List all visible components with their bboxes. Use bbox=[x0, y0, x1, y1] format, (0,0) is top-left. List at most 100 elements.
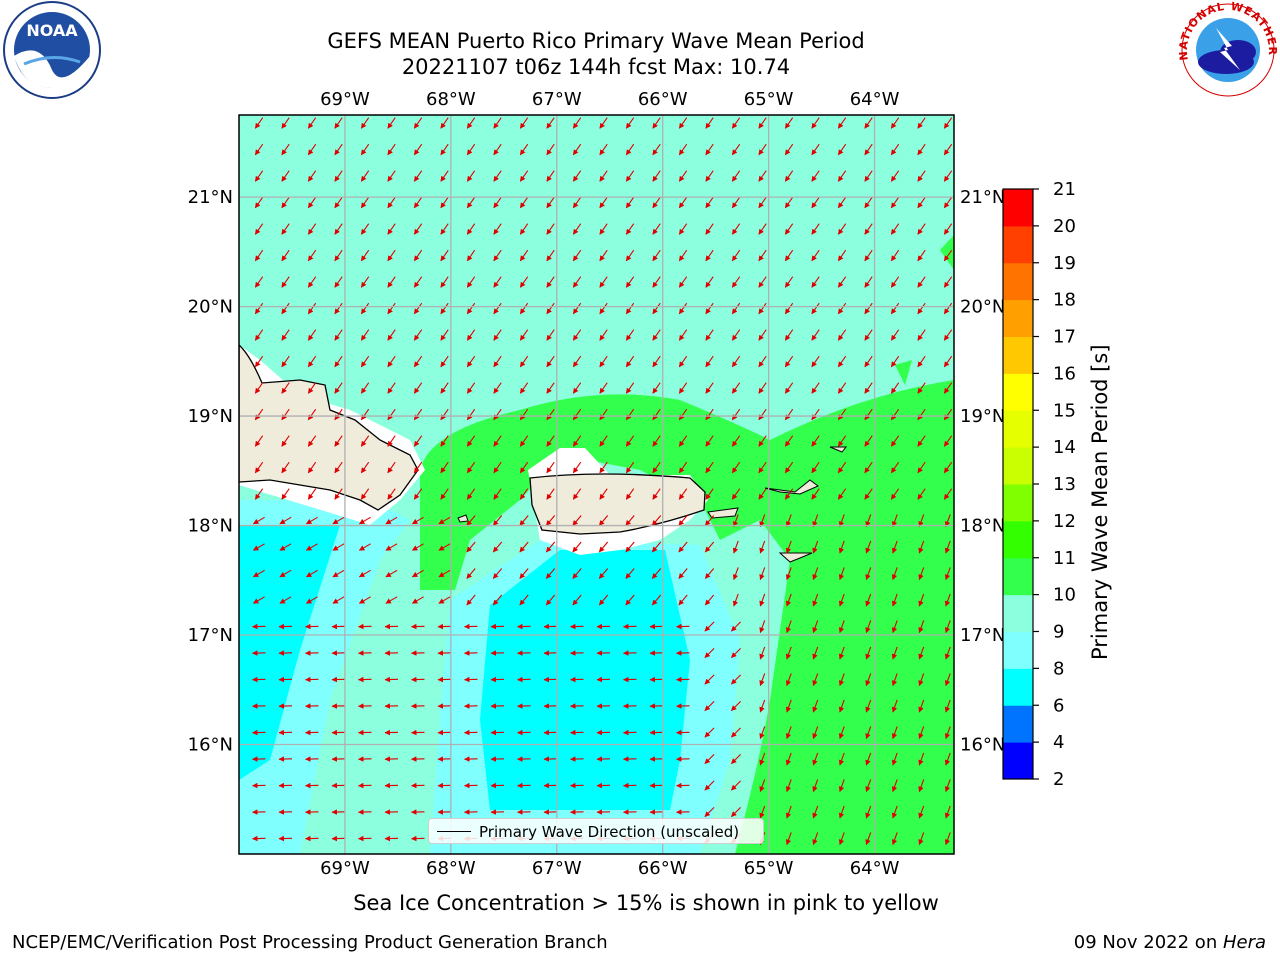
wave-arrow bbox=[519, 461, 529, 474]
wave-arrow bbox=[890, 461, 900, 474]
wave-arrow bbox=[360, 143, 370, 156]
wave-arrow bbox=[411, 543, 424, 551]
wave-arrow bbox=[891, 752, 898, 766]
wave-arrow bbox=[785, 779, 792, 793]
wave-arrow bbox=[625, 594, 635, 606]
wave-arrow bbox=[811, 302, 820, 315]
wave-arrow bbox=[784, 170, 794, 182]
wave-arrow bbox=[572, 594, 582, 606]
wave-arrow bbox=[334, 382, 343, 394]
wave-arrow bbox=[546, 196, 555, 209]
wave-arrow bbox=[572, 515, 582, 526]
wave-arrow bbox=[943, 170, 953, 182]
wave-arrow bbox=[519, 276, 529, 288]
wave-arrow bbox=[466, 408, 476, 421]
lat-label-right: 17°N bbox=[960, 625, 1005, 646]
legend-label: Primary Wave Direction (unscaled) bbox=[479, 823, 740, 841]
wave-arrow bbox=[252, 569, 265, 578]
wave-arrow bbox=[812, 726, 819, 740]
sea-ice-note: Sea Ice Concentration > 15% is shown in … bbox=[353, 891, 939, 915]
wave-arrow bbox=[943, 117, 953, 129]
wave-arrow bbox=[466, 515, 476, 526]
wave-arrow bbox=[944, 726, 951, 740]
wave-arrow bbox=[358, 543, 371, 551]
wave-arrow bbox=[784, 329, 794, 341]
wave-arrow bbox=[917, 117, 926, 129]
wave-arrow bbox=[254, 223, 264, 235]
wave-arrow bbox=[440, 276, 449, 288]
wave-arrow bbox=[625, 223, 635, 235]
colorbar-band bbox=[1003, 594, 1033, 633]
wave-arrow bbox=[917, 461, 926, 474]
wave-arrow bbox=[891, 514, 898, 528]
wave-arrow bbox=[731, 223, 741, 235]
colorbar-band bbox=[1003, 742, 1033, 780]
wave-arrow bbox=[652, 488, 661, 500]
wave-arrow bbox=[281, 382, 290, 394]
wave-arrow bbox=[838, 699, 845, 713]
wave-arrow bbox=[598, 541, 609, 553]
wave-arrow bbox=[918, 646, 925, 660]
wave-arrow bbox=[252, 543, 265, 551]
wave-arrow bbox=[254, 170, 264, 182]
wave-arrow bbox=[572, 541, 582, 553]
wave-arrow bbox=[864, 408, 873, 421]
colorbar-tick-label: 2 bbox=[1053, 769, 1064, 790]
footer-branch: NCEP/EMC/Verification Post Processing Pr… bbox=[12, 932, 608, 953]
lat-label-right: 20°N bbox=[960, 297, 1005, 318]
wave-arrow bbox=[254, 408, 264, 421]
wave-arrow bbox=[519, 568, 529, 579]
wave-arrow bbox=[652, 329, 661, 341]
wave-arrow bbox=[466, 170, 476, 182]
wave-arrow bbox=[546, 435, 555, 447]
wave-arrow bbox=[811, 276, 820, 288]
wave-arrow bbox=[731, 355, 741, 368]
wave-arrow bbox=[865, 620, 872, 634]
wave-arrow bbox=[466, 249, 476, 262]
wave-arrow bbox=[438, 596, 451, 604]
wave-arrow bbox=[811, 223, 820, 235]
wave-arrow bbox=[784, 435, 794, 447]
wave-arrow bbox=[546, 355, 555, 368]
wave-arrow bbox=[891, 540, 898, 554]
wave-arrow bbox=[360, 223, 370, 235]
wave-arrow bbox=[519, 594, 529, 606]
lat-labels-right: 21°N 20°N 19°N 18°N 17°N 16°N bbox=[960, 187, 1005, 755]
wave-arrow bbox=[759, 514, 766, 528]
wave-arrow bbox=[731, 807, 741, 817]
wave-arrow bbox=[281, 355, 290, 368]
wave-arrow bbox=[784, 143, 794, 156]
wave-arrow bbox=[492, 568, 503, 579]
wave-arrow bbox=[704, 701, 715, 711]
wave-arrow bbox=[731, 117, 741, 129]
wave-arrow bbox=[307, 249, 317, 262]
wave-arrow bbox=[440, 461, 449, 474]
wave-arrow bbox=[705, 488, 714, 500]
wave-arrow bbox=[572, 170, 582, 182]
wave-arrow bbox=[759, 726, 766, 740]
wave-arrow bbox=[332, 569, 345, 578]
wave-arrow bbox=[758, 223, 767, 235]
colorbar-tick-label: 10 bbox=[1053, 585, 1076, 606]
wave-arrow bbox=[625, 170, 635, 182]
wave-arrow bbox=[918, 540, 925, 554]
wave-arrow bbox=[493, 196, 502, 209]
wave-arrow bbox=[865, 514, 872, 528]
wave-arrow bbox=[440, 143, 449, 156]
wave-arrow bbox=[254, 302, 264, 315]
wave-arrow bbox=[944, 752, 951, 766]
wave-arrow bbox=[837, 196, 847, 209]
wave-arrow bbox=[731, 727, 741, 738]
wave-arrow bbox=[678, 541, 688, 553]
wave-arrow bbox=[281, 461, 290, 474]
wave-arrow bbox=[758, 143, 767, 156]
wave-arrow bbox=[918, 514, 925, 528]
wave-arrow bbox=[385, 596, 398, 604]
footer-date: 09 Nov 2022 on Hera bbox=[1074, 932, 1266, 953]
lon-label-bottom: 66°W bbox=[638, 858, 688, 879]
wave-arrow bbox=[413, 382, 423, 394]
wave-arrow bbox=[519, 515, 529, 526]
wave-arrow bbox=[411, 516, 424, 525]
wave-arrow bbox=[731, 461, 741, 474]
wave-arrow bbox=[918, 832, 925, 846]
